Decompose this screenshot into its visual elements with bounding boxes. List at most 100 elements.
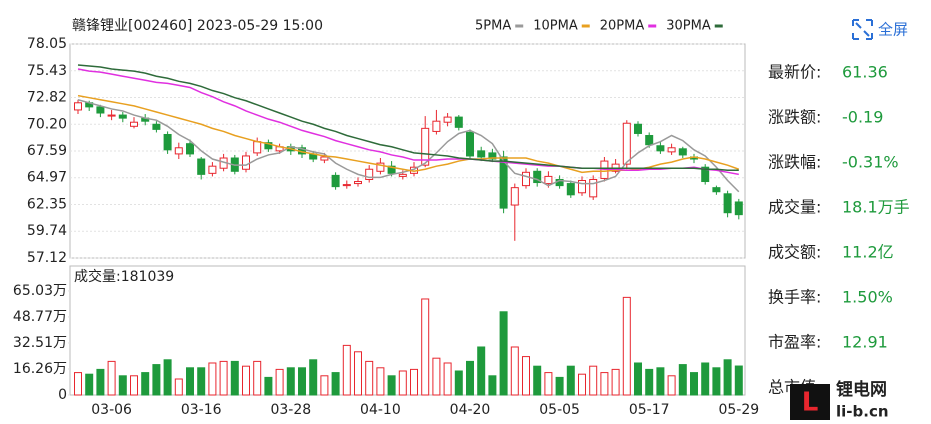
- quote-label: 成交量:: [768, 198, 821, 217]
- quote-label: 换手率:: [768, 288, 821, 307]
- volume-bar: [141, 372, 150, 396]
- y-tick-label: 0: [58, 387, 67, 403]
- volume-bar: [443, 362, 452, 396]
- candle-body: [365, 168, 374, 180]
- y-tick-label: 16.26万: [13, 361, 67, 377]
- candle-body: [510, 187, 519, 206]
- watermark: L 锂电网 li-b.cn: [790, 379, 889, 421]
- legend-label: 20PMA: [600, 19, 645, 34]
- volume-bar: [578, 373, 586, 396]
- ma-line: [77, 68, 739, 176]
- fullscreen-icon: [852, 19, 873, 40]
- volume-bar: [533, 365, 542, 396]
- volume-bar: [85, 373, 94, 396]
- x-tick-label: 03-16: [181, 402, 222, 418]
- volume-bar: [589, 365, 598, 396]
- quote-value: -0.31%: [842, 153, 899, 172]
- y-tick-label: 57.12: [27, 250, 67, 266]
- volume-bar: [634, 362, 642, 396]
- candle-body: [454, 116, 463, 128]
- logo-box: [790, 384, 830, 420]
- volume-bar: [365, 360, 374, 396]
- volume-bar: [74, 372, 82, 396]
- volume-bar: [342, 344, 351, 396]
- volume-bar: [387, 375, 396, 396]
- volume-bar: [734, 365, 743, 396]
- candle-body: [723, 193, 732, 214]
- y-tick-label: 62.35: [27, 197, 67, 213]
- volume-bar: [331, 372, 340, 396]
- logo-name: 锂电网: [836, 379, 887, 400]
- quote-value: 11.2亿: [842, 243, 894, 262]
- candle-body: [544, 175, 553, 185]
- volume-bar: [454, 370, 463, 396]
- volume-bar: [152, 364, 161, 396]
- candle-body: [522, 171, 530, 187]
- candle-body: [163, 133, 172, 151]
- volume-bar: [286, 367, 295, 396]
- candle-body: [107, 114, 116, 117]
- volume-bar: [264, 376, 273, 396]
- candle-body: [242, 155, 250, 170]
- volume-bar: [298, 367, 306, 396]
- candle-body: [712, 187, 721, 193]
- candle-body: [342, 184, 351, 187]
- volume-title: 成交量:181039: [74, 268, 174, 285]
- candle-body: [589, 178, 598, 198]
- y-tick-label: 64.97: [27, 170, 67, 186]
- volume-bar: [678, 364, 687, 396]
- volume-bar: [701, 362, 710, 396]
- volume-bar: [174, 378, 183, 396]
- volume-bar: [522, 356, 530, 396]
- fullscreen-label[interactable]: 全屏: [878, 21, 908, 39]
- legend-label: 30PMA: [666, 19, 711, 34]
- volume-bar: [163, 359, 172, 396]
- volume-bar: [622, 296, 631, 396]
- y-tick-label: 32.51万: [13, 335, 67, 351]
- candle-body: [421, 127, 430, 166]
- candle-body: [253, 141, 262, 154]
- y-tick-label: 67.59: [27, 143, 67, 159]
- volume-bar: [230, 360, 239, 396]
- volume-bar: [466, 360, 474, 396]
- y-tick-label: 48.77万: [13, 309, 67, 325]
- volume-bar: [130, 375, 138, 396]
- candle-body: [152, 123, 161, 130]
- volume-bar: [376, 367, 385, 396]
- volume-bar: [488, 375, 497, 396]
- volume-bar: [712, 367, 721, 396]
- candle-body: [208, 165, 217, 174]
- volume-bar: [208, 362, 217, 396]
- quote-value: -0.19: [842, 108, 883, 127]
- quote-value: 61.36: [842, 63, 888, 82]
- y-tick-label: 75.43: [27, 63, 67, 79]
- quote-value: 18.1万手: [842, 198, 910, 217]
- volume-bar: [667, 375, 676, 396]
- candle-body: [488, 152, 497, 160]
- volume-bar: [555, 376, 564, 396]
- chart-title: 赣锋锂业[002460] 2023-05-29 15:00: [72, 18, 323, 34]
- volume-bar: [118, 375, 127, 396]
- volume-bar: [186, 367, 194, 396]
- candle-body: [634, 123, 642, 134]
- candle-body: [354, 181, 362, 185]
- candle-body: [701, 166, 710, 183]
- volume-bar: [656, 367, 665, 396]
- fullscreen-button[interactable]: 全屏: [852, 19, 908, 40]
- y-tick-label: 59.74: [27, 223, 67, 239]
- candle-body: [656, 145, 665, 152]
- volume-frame: [69, 265, 746, 396]
- y-tick-label: 70.20: [27, 116, 67, 132]
- y-tick-label: 65.03万: [13, 283, 67, 299]
- quote-label: 涨跌幅:: [768, 153, 821, 172]
- candle-body: [645, 135, 654, 146]
- candle-body: [74, 102, 82, 111]
- volume-bar: [197, 367, 206, 396]
- candle-body: [186, 143, 194, 155]
- volume-bar: [275, 368, 284, 396]
- quote-label: 最新价:: [768, 63, 821, 82]
- volume-bar: [645, 368, 654, 396]
- y-tick-label: 72.82: [27, 89, 67, 105]
- quote-label: 市盈率:: [768, 333, 821, 352]
